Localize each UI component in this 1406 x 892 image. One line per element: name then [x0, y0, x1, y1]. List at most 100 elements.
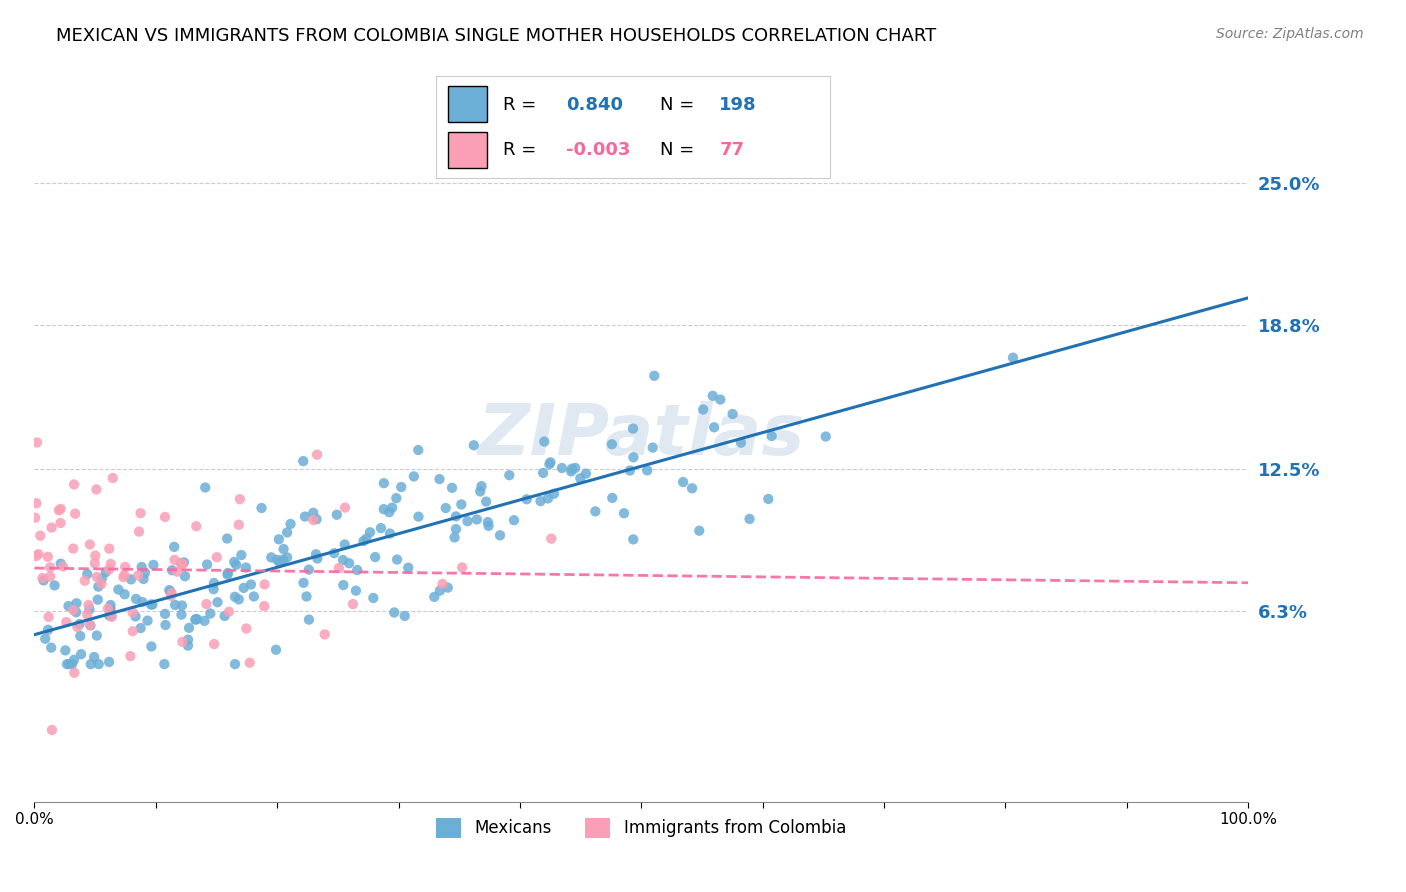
Point: [441, 481, 464, 495]
Point: [332, 578, 354, 592]
Point: [84, 549, 107, 563]
Point: [172, 635, 194, 649]
Point: [63, 507, 86, 521]
Point: [65, 605, 87, 619]
Point: [79, 618, 101, 632]
Point: [531, 466, 554, 480]
Point: [101, 609, 124, 624]
Point: [49, 502, 72, 516]
Point: [131, 560, 153, 574]
Point: [24, 510, 46, 524]
Point: [63, 477, 86, 491]
Point: [195, 558, 218, 572]
Point: [307, 448, 329, 462]
Point: [62, 603, 84, 617]
Point: [761, 429, 783, 443]
Point: [451, 560, 474, 574]
Point: [1001, 351, 1024, 365]
Point: [253, 577, 276, 591]
Point: [382, 606, 405, 620]
Point: [52, 559, 75, 574]
Point: [538, 455, 561, 469]
Point: [69, 617, 91, 632]
Point: [132, 572, 155, 586]
Point: [600, 437, 623, 451]
Point: [385, 491, 408, 505]
Point: [276, 550, 298, 565]
Point: [86, 629, 108, 643]
Point: [373, 476, 395, 491]
Point: [56, 657, 79, 672]
Point: [100, 598, 122, 612]
Point: [159, 584, 181, 599]
Point: [228, 517, 250, 532]
FancyBboxPatch shape: [447, 132, 486, 168]
Point: [253, 599, 276, 613]
Point: [305, 512, 328, 526]
Point: [195, 597, 218, 611]
Point: [170, 599, 193, 613]
Point: [139, 598, 162, 612]
Point: [688, 524, 710, 538]
Point: [31, 571, 53, 585]
Point: [543, 487, 565, 501]
Point: [295, 590, 318, 604]
Point: [60, 657, 83, 672]
Point: [129, 621, 152, 635]
Text: 0.840: 0.840: [565, 95, 623, 113]
Point: [207, 595, 229, 609]
Point: [41, 723, 63, 737]
Point: [25, 435, 48, 450]
Point: [730, 435, 752, 450]
Point: [120, 573, 142, 587]
Point: [177, 632, 200, 647]
Point: [129, 506, 152, 520]
Text: Source: ZipAtlas.com: Source: ZipAtlas.com: [1216, 27, 1364, 41]
Point: [465, 512, 488, 526]
Point: [73, 574, 96, 588]
Point: [127, 568, 149, 582]
Point: [202, 582, 225, 597]
Point: [142, 558, 165, 572]
Point: [153, 657, 176, 672]
Point: [121, 606, 143, 620]
Point: [76, 567, 98, 582]
Point: [86, 483, 108, 497]
Point: [100, 604, 122, 618]
Point: [600, 491, 623, 505]
Point: [174, 569, 197, 583]
Point: [294, 509, 316, 524]
Point: [217, 566, 239, 580]
Point: [551, 461, 574, 475]
Point: [94, 565, 117, 579]
Point: [25, 496, 48, 510]
Point: [702, 389, 724, 403]
Point: [32, 574, 55, 588]
Point: [363, 591, 385, 605]
Point: [239, 577, 262, 591]
Point: [66, 620, 89, 634]
Point: [77, 598, 100, 612]
Point: [276, 525, 298, 540]
Point: [125, 591, 148, 606]
Point: [79, 537, 101, 551]
Point: [269, 556, 291, 570]
Point: [157, 583, 180, 598]
Text: 198: 198: [720, 95, 756, 113]
Point: [80, 657, 103, 672]
Point: [160, 589, 183, 603]
Point: [406, 443, 429, 458]
Point: [173, 555, 195, 569]
Point: [389, 480, 412, 494]
Point: [100, 601, 122, 615]
Point: [100, 557, 122, 571]
Point: [273, 542, 295, 557]
Point: [243, 590, 266, 604]
Point: [540, 532, 562, 546]
Point: [90, 572, 112, 586]
Point: [463, 438, 485, 452]
FancyBboxPatch shape: [447, 87, 486, 122]
Text: MEXICAN VS IMMIGRANTS FROM COLOMBIA SINGLE MOTHER HOUSEHOLDS CORRELATION CHART: MEXICAN VS IMMIGRANTS FROM COLOMBIA SING…: [56, 27, 936, 45]
Point: [76, 607, 98, 622]
Point: [224, 657, 246, 672]
